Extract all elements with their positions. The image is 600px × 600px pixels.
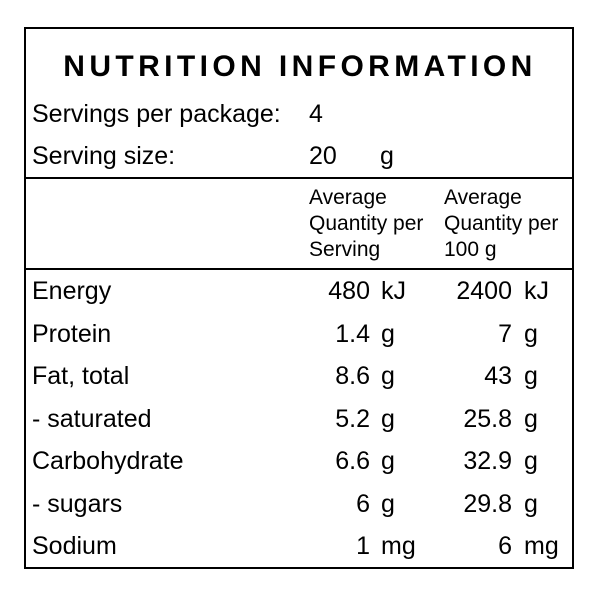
serving-size-unit: g [380, 142, 394, 170]
nutrition-panel [24, 27, 574, 569]
per-100g-value: 25.8 [463, 405, 512, 433]
nutrient-name: - saturated [32, 405, 152, 433]
per-100g-unit: mg [524, 532, 559, 560]
per-serving-value: 6 [356, 490, 370, 518]
per-serving-value: 5.2 [335, 405, 370, 433]
per-serving-unit: g [381, 490, 395, 518]
per-100g-value: 2400 [456, 277, 512, 305]
per-serving-value: 8.6 [335, 362, 370, 390]
per-serving-value: 480 [328, 277, 370, 305]
nutrient-name: Energy [32, 277, 112, 305]
per-100g-value: 43 [484, 362, 512, 390]
per-100g-value: 6 [498, 532, 512, 560]
servings-value: 4 [309, 100, 323, 128]
per-100g-unit: g [524, 447, 538, 475]
per-serving-value: 6.6 [335, 447, 370, 475]
serving-size-value: 20 [309, 142, 337, 170]
per-serving-unit: g [381, 320, 395, 348]
nutrient-name: Fat, total [32, 362, 130, 390]
per-serving-value: 1 [356, 532, 370, 560]
column-header-per-100g: Average Quantity per 100 g [444, 186, 559, 261]
header-divider [24, 177, 574, 179]
per-serving-unit: kJ [381, 277, 406, 305]
per-100g-unit: g [524, 405, 538, 433]
column-header-per-serving: Average Quantity per Serving [309, 186, 424, 261]
per-100g-value: 29.8 [463, 490, 512, 518]
per-100g-value: 32.9 [463, 447, 512, 475]
per-100g-unit: g [524, 320, 538, 348]
per-serving-unit: mg [381, 532, 416, 560]
nutrient-name: Protein [32, 320, 112, 348]
per-100g-unit: g [524, 490, 538, 518]
body-divider [24, 268, 574, 270]
per-100g-unit: g [524, 362, 538, 390]
per-serving-value: 1.4 [335, 320, 370, 348]
per-serving-unit: g [381, 362, 395, 390]
nutrient-name: - sugars [32, 490, 123, 518]
per-serving-unit: g [381, 447, 395, 475]
serving-size-label: Serving size: [32, 142, 176, 170]
per-100g-value: 7 [498, 320, 512, 348]
panel-title: NUTRITION INFORMATION [63, 50, 537, 83]
per-100g-unit: kJ [524, 277, 549, 305]
servings-label: Servings per package: [32, 100, 281, 128]
nutrient-name: Carbohydrate [32, 447, 184, 475]
per-serving-unit: g [381, 405, 395, 433]
nutrient-name: Sodium [32, 532, 117, 560]
